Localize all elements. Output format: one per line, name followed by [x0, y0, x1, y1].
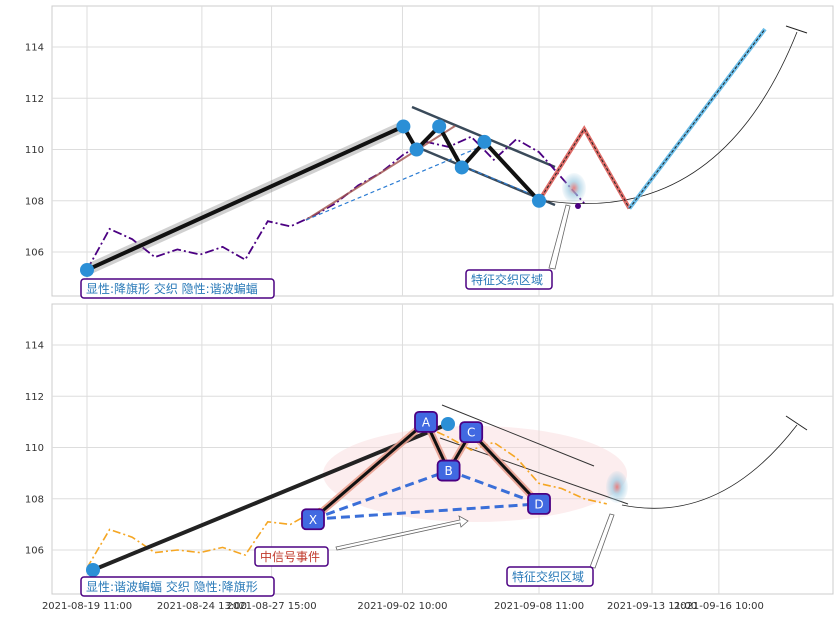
pattern-point: [477, 134, 492, 149]
y-tick-label: 112: [25, 392, 44, 403]
pattern-point: [80, 262, 94, 277]
y-tick-label: 112: [25, 94, 44, 105]
top-projection-cap: [785, 25, 808, 34]
bottom-harmonic-xb-dashed: [312, 469, 450, 521]
pattern-point: [396, 119, 411, 134]
x-tick-label: 2021-08-19 11:00: [42, 601, 132, 612]
flagpole-end-point: [441, 417, 455, 431]
y-tick-label: 106: [25, 546, 44, 557]
top-projection-curve: [547, 31, 798, 205]
bottom-zone-glow: [606, 471, 628, 503]
harmonic-point-box: [414, 410, 438, 433]
bottom-price-series: [86, 426, 607, 569]
bottom-signal-arrow: [335, 515, 469, 551]
bottom-pattern-label-box: [80, 576, 275, 597]
pattern-point: [532, 193, 546, 208]
y-tick-label: 108: [25, 196, 44, 207]
top-harmonic-leg-xa: [305, 125, 456, 221]
top-zone-glow: [562, 173, 586, 203]
bottom-zone-arrow: [589, 513, 615, 569]
harmonic-point-box: [436, 459, 461, 482]
harmonic-point-label: X: [309, 513, 317, 527]
pattern-point: [409, 142, 424, 157]
bottom-pattern-label: 显性:谐波蝙蝠 交织 隐性:降旗形: [86, 579, 258, 594]
bottom-harmonic-bd-dashed: [448, 469, 540, 506]
bottom-projection-cap: [785, 415, 808, 431]
bottom-y-ticks: 106 108 110 112 114: [25, 341, 44, 557]
top-projection-down-inner: [538, 128, 630, 209]
x-tick-label: 2021-09-16 10:00: [674, 601, 764, 612]
harmonic-point-box: [527, 492, 551, 515]
top-harmonic-xc-dashed: [305, 141, 493, 221]
y-tick-label: 106: [25, 248, 44, 259]
y-tick-label: 110: [25, 443, 44, 454]
bottom-grid: [52, 304, 833, 594]
top-zone-label: 特征交织区域: [471, 272, 543, 287]
harmonic-point-label: D: [534, 497, 543, 511]
bottom-harmonic-points: X A B C D: [86, 410, 551, 577]
x-tick-label: 2021-09-13 11:00: [607, 601, 697, 612]
bottom-x-ticks: 2021-08-19 11:00 2021-08-24 13:002021-08-…: [42, 601, 764, 612]
harmonic-point-box: [459, 421, 484, 444]
top-harmonic-bd-dashed: [464, 166, 549, 202]
y-tick-label: 114: [25, 341, 44, 352]
y-tick-label: 108: [25, 494, 44, 505]
x-tick-label: 2021-08-24 13:00: [157, 601, 247, 612]
bottom-projection-curve: [621, 424, 798, 509]
top-projection-up-inner: [629, 28, 766, 209]
harmonic-point-box: [301, 508, 325, 531]
y-tick-label: 114: [25, 43, 44, 54]
bottom-flagpole: [92, 422, 449, 572]
top-pattern-label: 显性:降旗形 交织 隐性:谐波蝙蝠: [86, 281, 258, 296]
harmonic-point-label: C: [467, 426, 475, 440]
top-y-ticks: 106 108 110 112 114: [25, 43, 44, 259]
y-tick-label: 110: [25, 145, 44, 156]
top-zone-arrow: [548, 204, 571, 270]
top-pattern-points: [80, 119, 546, 277]
flagpole-start-point: [86, 563, 100, 577]
x-tick-label: 2021-09-08 11:00: [494, 601, 584, 612]
bottom-harmonic-xd-dashed: [312, 502, 540, 521]
top-zone-label-box: [465, 269, 553, 290]
bottom-signal-label: 中信号事件: [260, 549, 320, 564]
top-plot-frame: [51, 5, 834, 297]
pattern-point: [454, 160, 469, 175]
top-pattern-label-box: [80, 278, 275, 299]
x-tick-label: 2021-09-02 10:00: [357, 601, 447, 612]
bottom-flag-upper-line: [441, 404, 595, 467]
top-grid: [52, 6, 833, 296]
bottom-zone-label-box: [506, 566, 594, 587]
top-price-series: [86, 135, 585, 271]
bottom-flag-lower-line: [439, 437, 629, 505]
bottom-plot-frame: [51, 303, 834, 595]
harmonic-point-label: B: [444, 464, 452, 478]
bottom-signal-label-box: [254, 546, 329, 567]
x-tick-label: 2021-08-27 15:00: [227, 601, 317, 612]
bottom-zone-label: 特征交织区域: [512, 569, 584, 584]
bottom-pattern-zone: [323, 426, 627, 522]
top-zone-end-point: [575, 203, 581, 209]
pattern-point: [432, 119, 447, 134]
harmonic-point-label: A: [422, 415, 431, 429]
